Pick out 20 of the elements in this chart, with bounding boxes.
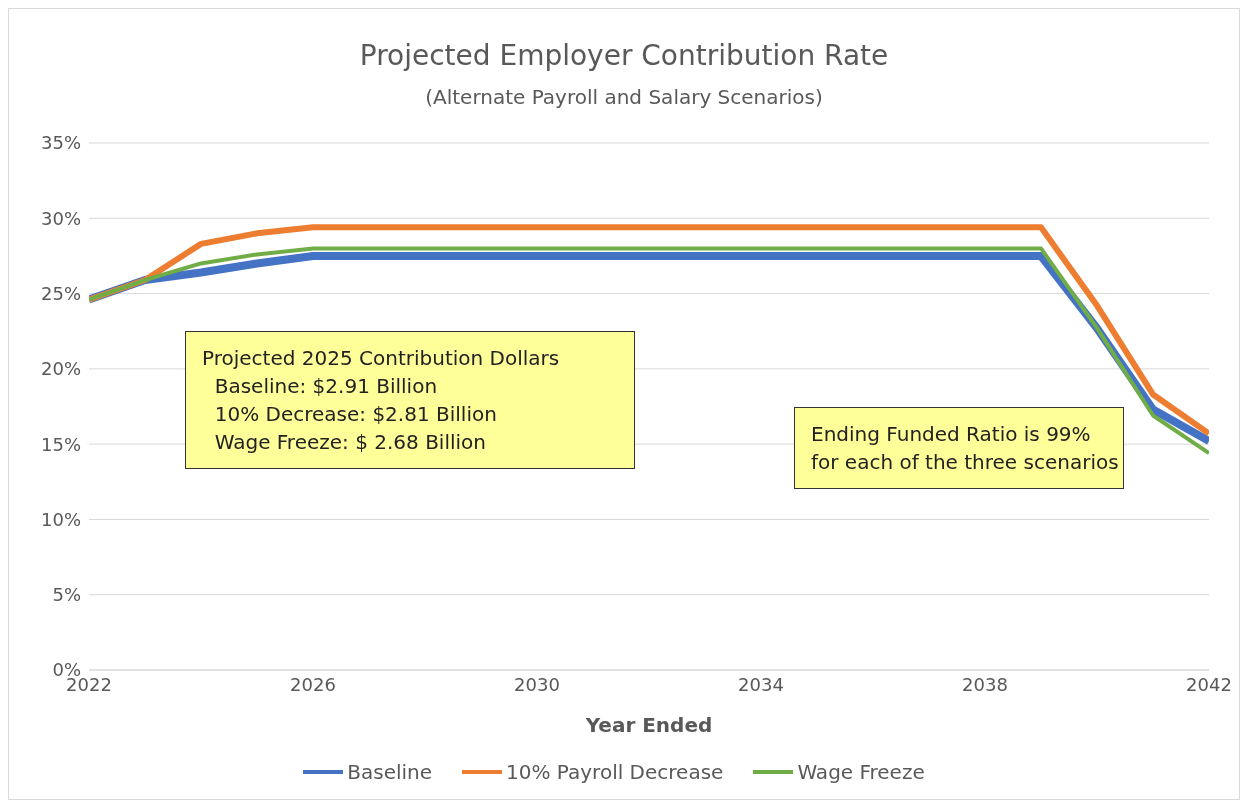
chart-title: Projected Employer Contribution Rate (358, 39, 890, 72)
y-tick-label: 10% (40, 508, 81, 530)
x-tick-label: 2026 (290, 673, 336, 695)
x-tick-label: 2038 (962, 673, 1008, 695)
y-tick-label: 35% (40, 132, 81, 154)
legend-label: 10% Payroll Decrease (506, 760, 724, 784)
y-tick-label: 5% (52, 584, 81, 606)
y-tick-label: 15% (40, 433, 81, 455)
note-box: Ending Funded Ratio is 99% for each of the three scenarios (794, 407, 1124, 489)
y-tick-label: 25% (40, 282, 81, 304)
note-box: Projected 2025 Contribution Dollars Baseline: $2.91 Billion 10% Decrease: $2.81 Billion Wage Freeze: $ 2.68 Billion (185, 331, 635, 469)
x-axis-title: Year Ended (584, 713, 713, 737)
y-tick-label: 20% (40, 358, 81, 380)
legend-label: Wage Freeze (797, 760, 925, 784)
y-tick-label: 30% (40, 207, 81, 229)
x-tick-label: 2042 (1186, 673, 1232, 695)
x-tick-label: 2030 (514, 673, 560, 695)
chart-subtitle: (Alternate Payroll and Salary Scenarios) (424, 85, 824, 109)
x-tick-label: 2034 (738, 673, 784, 695)
legend-label: Baseline (347, 760, 433, 784)
